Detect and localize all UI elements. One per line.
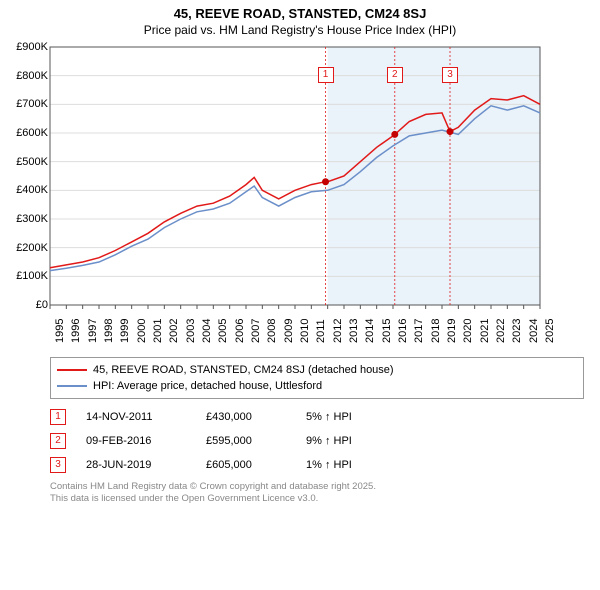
chart-legend: 45, REEVE ROAD, STANSTED, CM24 8SJ (deta… xyxy=(50,357,584,399)
y-axis-label: £900K xyxy=(8,41,48,53)
x-axis-label: 2011 xyxy=(315,319,327,343)
x-axis-label: 2015 xyxy=(381,319,393,343)
sale-delta: 9% ↑ HPI xyxy=(306,435,396,447)
sale-delta: 5% ↑ HPI xyxy=(306,411,396,423)
sale-marker-ref: 1 xyxy=(50,409,66,425)
sale-date: 09-FEB-2016 xyxy=(86,435,186,447)
x-axis-label: 1999 xyxy=(119,319,131,343)
x-axis-label: 2004 xyxy=(201,319,213,343)
x-axis-label: 2002 xyxy=(168,319,180,343)
y-axis-label: £300K xyxy=(8,213,48,225)
sale-marker-ref: 3 xyxy=(50,457,66,473)
x-axis-label: 2019 xyxy=(446,319,458,343)
y-axis-label: £200K xyxy=(8,242,48,254)
legend-swatch xyxy=(57,385,87,387)
y-axis-label: £700K xyxy=(8,98,48,110)
sale-date: 28-JUN-2019 xyxy=(86,459,186,471)
legend-row: HPI: Average price, detached house, Uttl… xyxy=(57,378,577,394)
legend-label: HPI: Average price, detached house, Uttl… xyxy=(93,378,322,394)
y-axis-label: £400K xyxy=(8,184,48,196)
x-axis-label: 1997 xyxy=(87,319,99,343)
sale-row: 1 14-NOV-2011 £430,000 5% ↑ HPI xyxy=(50,405,584,429)
sale-marker-1: 1 xyxy=(318,67,334,83)
credits-line-1: Contains HM Land Registry data © Crown c… xyxy=(50,481,584,493)
x-axis-label: 2008 xyxy=(266,319,278,343)
x-axis-label: 2001 xyxy=(152,319,164,343)
x-axis-label: 1995 xyxy=(54,319,66,343)
sale-price: £430,000 xyxy=(206,411,286,423)
price-chart: £0 £100K £200K £300K £400K £500K £600K £700K £80… xyxy=(8,41,548,351)
x-axis-label: 2021 xyxy=(479,319,491,343)
y-axis-label: £500K xyxy=(8,156,48,168)
legend-swatch xyxy=(57,369,87,371)
sale-date: 14-NOV-2011 xyxy=(86,411,186,423)
x-axis-label: 2023 xyxy=(511,319,523,343)
sale-marker-3: 3 xyxy=(442,67,458,83)
x-axis-label: 2006 xyxy=(234,319,246,343)
y-axis-label: £100K xyxy=(8,270,48,282)
x-axis-label: 2013 xyxy=(348,319,360,343)
y-axis-label: £600K xyxy=(8,127,48,139)
sale-price: £595,000 xyxy=(206,435,286,447)
x-axis-label: 2016 xyxy=(397,319,409,343)
x-axis-label: 2005 xyxy=(217,319,229,343)
x-axis-label: 2020 xyxy=(462,319,474,343)
credits: Contains HM Land Registry data © Crown c… xyxy=(50,481,584,505)
x-axis-label: 1998 xyxy=(103,319,115,343)
sale-marker-ref: 2 xyxy=(50,433,66,449)
sale-row: 3 28-JUN-2019 £605,000 1% ↑ HPI xyxy=(50,453,584,477)
x-axis-label: 2000 xyxy=(136,319,148,343)
page-subtitle: Price paid vs. HM Land Registry's House … xyxy=(0,21,600,41)
x-axis-label: 2025 xyxy=(544,319,556,343)
sales-list: 1 14-NOV-2011 £430,000 5% ↑ HPI 2 09-FEB-2016… xyxy=(50,405,584,477)
x-axis-label: 2017 xyxy=(413,319,425,343)
legend-row: 45, REEVE ROAD, STANSTED, CM24 8SJ (deta… xyxy=(57,362,577,378)
chart-svg xyxy=(8,41,548,351)
legend-label: 45, REEVE ROAD, STANSTED, CM24 8SJ (deta… xyxy=(93,362,394,378)
x-axis-label: 2003 xyxy=(185,319,197,343)
sale-delta: 1% ↑ HPI xyxy=(306,459,396,471)
sale-price: £605,000 xyxy=(206,459,286,471)
credits-line-2: This data is licensed under the Open Gov… xyxy=(50,493,584,505)
sale-marker-2: 2 xyxy=(387,67,403,83)
x-axis-label: 2012 xyxy=(332,319,344,343)
y-axis-label: £0 xyxy=(8,299,48,311)
x-axis-label: 2009 xyxy=(283,319,295,343)
x-axis-label: 2022 xyxy=(495,319,507,343)
sale-row: 2 09-FEB-2016 £595,000 9% ↑ HPI xyxy=(50,429,584,453)
page-title: 45, REEVE ROAD, STANSTED, CM24 8SJ xyxy=(0,0,600,21)
x-axis-label: 2024 xyxy=(528,319,540,343)
x-axis-label: 2007 xyxy=(250,319,262,343)
x-axis-label: 2018 xyxy=(430,319,442,343)
x-axis-label: 2010 xyxy=(299,319,311,343)
y-axis-label: £800K xyxy=(8,70,48,82)
x-axis-label: 2014 xyxy=(364,319,376,343)
x-axis-label: 1996 xyxy=(70,319,82,343)
